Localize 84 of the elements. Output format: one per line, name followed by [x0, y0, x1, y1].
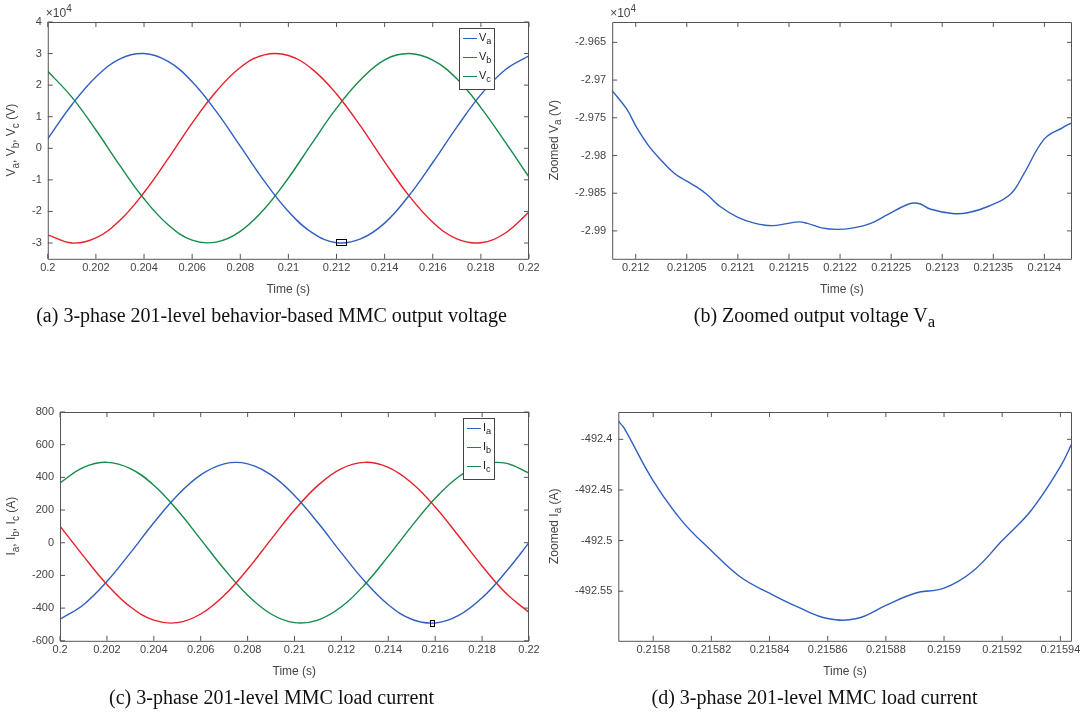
x-tick-label: 0.22	[518, 261, 540, 274]
y-tick-label: -492.4	[581, 432, 613, 445]
text: (c) 3-phase 201-level MMC load current	[109, 686, 434, 709]
x-tick-label: 0.21225	[871, 261, 912, 274]
y-tick-label: -400	[31, 601, 55, 614]
x-tick-label: 0.21588	[865, 643, 906, 656]
x-tick-label: 0.2158	[636, 643, 671, 656]
x-tick-label: 0.21215	[769, 261, 809, 274]
x-tick-label: 0.206	[178, 261, 206, 274]
x-tick-label: 0.2123	[925, 261, 960, 274]
y-tick-label: 800	[35, 405, 55, 418]
x-axis-title: Time (s)	[820, 282, 864, 296]
x-tick-label: 0.21582	[691, 643, 732, 656]
y-tick-label: 400	[35, 470, 55, 483]
x-tick-label: 0.212	[322, 261, 351, 274]
x-tick-label: 0.22	[518, 643, 540, 656]
x-tick-label: 0.202	[93, 643, 121, 656]
x-tick-label: 0.206	[186, 643, 215, 656]
legend-label: I$_{a}$	[482, 420, 492, 439]
y-tick-label: -2.98	[581, 148, 607, 161]
y-tick-label: -2	[32, 204, 42, 217]
y-tick-label: 0	[47, 535, 55, 548]
y-tick-label: -492.5	[581, 533, 613, 546]
y-tick-label: -2.99	[581, 223, 607, 236]
y-tick-label: -492.45	[575, 482, 613, 495]
legend-label: I$_{b}$	[482, 439, 492, 458]
text: ×10$^{4}$	[610, 3, 637, 20]
x-tick-label: 0.21	[283, 643, 306, 656]
y-tick-label: -2.965	[574, 35, 607, 48]
y-tick-label: 1	[35, 109, 42, 122]
y-tick-label: -492.55	[575, 584, 613, 597]
x-tick-label: 0.2122	[823, 261, 857, 274]
x-tick-label: 0.21584	[749, 643, 790, 656]
x-tick-label: 0.208	[226, 261, 255, 274]
x-tick-label: 0.21592	[982, 643, 1023, 656]
x-tick-label: 0.216	[418, 261, 447, 274]
y-tick-label: 2	[35, 78, 42, 91]
legend-label: V$_{b}$	[478, 49, 492, 68]
x-tick-label: 0.204	[140, 643, 168, 656]
legend-label: V$_{c}$	[478, 68, 492, 87]
text: (a) 3-phase 201-level behavior-based MMC output voltage	[36, 304, 507, 327]
line-series	[618, 420, 1072, 621]
x-tick-label: 0.212	[327, 643, 356, 656]
x-tick-label: 0.208	[233, 643, 262, 656]
text: ×10$^{4}$	[45, 3, 72, 20]
x-tick-label: 0.214	[370, 261, 399, 274]
y-tick-label: -2.975	[574, 110, 607, 123]
x-tick-label: 0.21235	[973, 261, 1014, 274]
x-tick-label: 0.202	[82, 261, 110, 274]
x-tick-label: 0.2	[52, 643, 68, 656]
x-tick-label: 0.204	[130, 261, 158, 274]
x-tick-label: 0.218	[468, 643, 496, 656]
line-series	[612, 89, 1072, 231]
y-tick-label: 3	[35, 46, 42, 59]
x-tick-label: 0.2	[40, 261, 56, 274]
x-tick-label: 0.218	[467, 261, 495, 274]
x-axis-title: Time (s)	[272, 664, 317, 678]
y-tick-label: -200	[31, 568, 55, 581]
legend-label: V$_{a}$	[478, 30, 492, 49]
x-tick-label: 0.2159	[927, 643, 961, 656]
x-axis-title: Time (s)	[823, 664, 867, 678]
x-tick-label: 0.214	[374, 643, 403, 656]
x-tick-label: 0.21205	[666, 261, 707, 274]
y-tick-label: -2.985	[574, 186, 607, 199]
text: (d) 3-phase 201-level MMC load current	[651, 686, 978, 709]
x-tick-label: 0.212	[621, 261, 650, 274]
x-axis-title: Time (s)	[266, 282, 310, 296]
x-tick-label: 0.21	[277, 261, 300, 274]
y-tick-label: 600	[35, 437, 55, 450]
x-tick-label: 0.2124	[1027, 261, 1062, 274]
x-tick-label: 0.216	[421, 643, 449, 656]
y-tick-label: -3	[32, 236, 42, 249]
x-tick-label: 0.21586	[807, 643, 848, 656]
legend-label: I$_{c}$	[482, 458, 492, 477]
text: (b) Zoomed output voltage V$_{a}$	[693, 304, 936, 332]
y-tick-label: -2.97	[581, 73, 607, 86]
y-tick-label: 4	[35, 15, 42, 28]
x-tick-label: 0.21594	[1040, 643, 1081, 656]
line-series	[47, 52, 529, 244]
y-tick-label: 0	[35, 141, 42, 154]
y-tick-label: 200	[35, 503, 55, 516]
x-tick-label: 0.2121	[721, 261, 755, 274]
y-tick-label: -600	[31, 633, 55, 646]
y-tick-label: -1	[32, 172, 42, 185]
